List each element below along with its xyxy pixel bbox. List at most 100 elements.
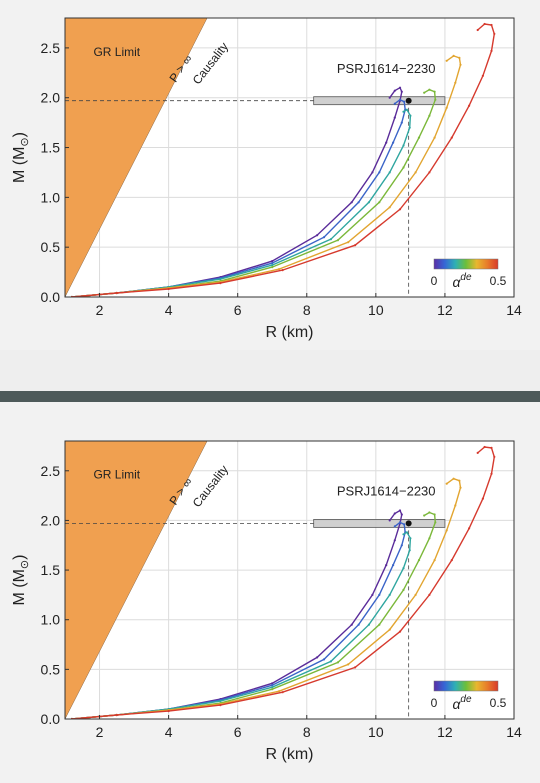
chart0-series-1-point-9 — [400, 121, 403, 124]
chart1-series-3-point-11 — [433, 513, 436, 516]
chart0-series-4-point-5 — [347, 241, 350, 244]
chart0-series-5-point-2 — [167, 287, 170, 291]
chart0-x-tick-label-8: 8 — [303, 302, 311, 318]
chart1-x-tick-label-8: 8 — [303, 724, 311, 740]
chart1-series-0-point-11 — [400, 513, 403, 516]
chart0-series-3-point-5 — [336, 239, 339, 242]
chart0-series-1-point-7 — [378, 171, 381, 174]
chart1-series-5-point-14 — [483, 445, 486, 449]
chart1-series-4-point-14 — [445, 482, 448, 485]
chart0-x-tick-label-10: 10 — [368, 302, 384, 318]
chart1-pulsar-point — [405, 520, 412, 527]
chart1-series-2-point-7 — [388, 593, 391, 597]
chart1-series-5-point-4 — [281, 691, 284, 694]
chart1-x-tick-label-10: 10 — [368, 724, 384, 740]
chart0-series-2-point-11 — [405, 108, 408, 111]
chart0-series-0-point-9 — [393, 116, 396, 119]
chart1-series-1-point-4 — [271, 684, 274, 687]
chart0-series-5-point-14 — [483, 22, 486, 26]
chart1-y-tick-label-2.5: 2.5 — [41, 463, 61, 479]
chart1-series-0-point-7 — [371, 593, 374, 597]
chart0-series-5-point-10 — [481, 74, 484, 77]
chart0-series-0-point-12 — [398, 86, 402, 89]
chart1-series-1-point-8 — [392, 564, 395, 567]
chart0-series-3-point-12 — [428, 88, 431, 91]
chart0-series-2-point-3 — [219, 278, 222, 281]
chart0-series-2-point-4 — [271, 264, 274, 267]
chart0-y-tick-label-1: 1.0 — [41, 189, 61, 205]
chart1-series-5-point-13 — [490, 446, 493, 449]
chart1-series-4-point-6 — [388, 628, 391, 631]
chart1-colorbar-min-label: 0 — [431, 696, 438, 710]
chart0-series-0-point-4 — [271, 260, 274, 263]
chart0-series-3-point-6 — [378, 201, 381, 204]
chart0-series-1-point-4 — [271, 262, 274, 265]
chart1-series-3-point-4 — [271, 688, 274, 691]
chart0-series-0-point-11 — [400, 90, 403, 93]
chart1-series-1-point-7 — [378, 593, 381, 597]
chart0-series-3-point-13 — [423, 91, 426, 94]
chart1-series-4-point-4 — [278, 690, 281, 693]
chart0-series-5-point-6 — [398, 208, 402, 211]
chart0-x-tick-label-14: 14 — [506, 302, 522, 318]
chart0-series-1-point-11 — [403, 100, 406, 103]
chart1-series-0-point-5 — [316, 656, 319, 659]
chart0-y-tick-label-1.5: 1.5 — [41, 140, 61, 156]
chart0-colorbar-min-label: 0 — [431, 274, 438, 288]
chart1-gr-limit-region — [65, 441, 208, 719]
chart1-series-4-point-9 — [445, 529, 448, 532]
chart1-x-tick-label-4: 4 — [165, 724, 173, 740]
chart0-gr-limit-region — [65, 18, 208, 297]
chart0-series-0-point-5 — [316, 234, 319, 237]
chart1-series-4-point-8 — [433, 559, 436, 562]
chart0-series-5-point-5 — [354, 244, 357, 247]
chart0-series-0-point-6 — [350, 201, 353, 204]
chart0-series-4-point-13 — [452, 54, 455, 58]
chart0-series-3-point-7 — [402, 166, 405, 169]
chart0-series-3-point-4 — [271, 266, 274, 269]
chart0-colorbar-label: αde — [452, 272, 472, 290]
chart1-gr-limit-label: GR Limit — [93, 468, 140, 482]
chart1-series-4-point-10 — [454, 504, 457, 507]
chart0-y-tick-label-0: 0.0 — [41, 289, 61, 305]
chart1-x-axis-label: R (km) — [266, 746, 314, 763]
chart1-series-4-point-5 — [347, 663, 350, 666]
chart1-series-4-point-7 — [414, 593, 417, 597]
chart0-series-1-point-12 — [398, 98, 402, 101]
chart1-series-1-point-9 — [400, 544, 403, 547]
chart1-y-tick-label-1.5: 1.5 — [41, 562, 61, 578]
chart0-series-4-point-8 — [433, 136, 436, 139]
chart1-y-tick-label-0.5: 0.5 — [41, 661, 61, 677]
chart1-series-0-point-8 — [385, 564, 388, 567]
chart1-x-tick-label-6: 6 — [234, 724, 242, 740]
chart1-series-4-point-11 — [459, 486, 462, 489]
chart0-y-tick-label-0.5: 0.5 — [41, 239, 61, 255]
chart0-series-3-point-10 — [434, 98, 437, 101]
chart1-series-5-point-9 — [468, 527, 471, 530]
chart1-series-5-point-10 — [481, 497, 484, 500]
chart0-y-tick-label-2.5: 2.5 — [41, 40, 61, 56]
chart0-series-0-point-13 — [393, 89, 396, 92]
chart0-series-1-point-13 — [393, 102, 396, 105]
chart0-pulsar-band — [313, 96, 446, 106]
chart0-series-5-point-15 — [476, 28, 479, 32]
chart1-colorbar-max-label: 0.5 — [490, 696, 507, 710]
chart1-series-3-point-10 — [434, 521, 437, 524]
chart0-x-tick-label-4: 4 — [165, 302, 173, 318]
chart1-series-2-point-3 — [219, 700, 222, 703]
chart1-series-5-point-2 — [167, 710, 170, 713]
chart1-colorbar-label: αde — [452, 694, 472, 712]
chart1-pulsar-label: PSRJ1614−2230 — [337, 484, 436, 499]
chart1-series-2-point-11 — [405, 531, 408, 534]
chart1-series-3-point-9 — [428, 537, 431, 540]
chart0-colorbar — [433, 258, 499, 270]
chart1-series-5-point-15 — [476, 451, 479, 454]
chart0-series-5-point-7 — [428, 171, 431, 174]
chart0-plot-frame — [64, 17, 515, 298]
chart1-series-3-point-6 — [378, 623, 381, 626]
chart0-series-line-5 — [71, 23, 496, 297]
chart0-series-5-point-12 — [493, 32, 496, 36]
chart0-series-5-point-9 — [468, 104, 471, 107]
chart0-series-4-point-9 — [445, 106, 448, 109]
chart0-series-0-point-7 — [371, 171, 374, 174]
